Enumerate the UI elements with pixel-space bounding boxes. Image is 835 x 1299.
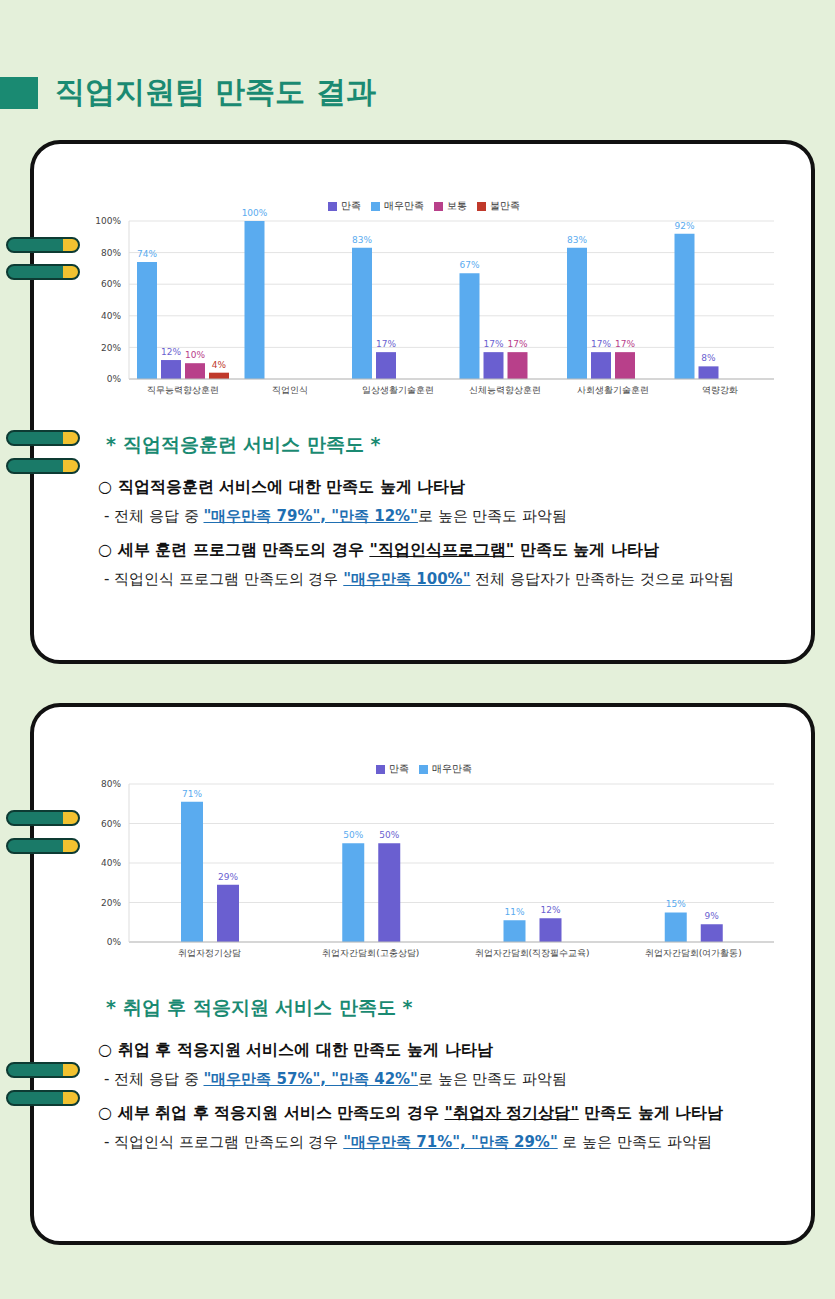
svg-text:4%: 4% xyxy=(212,360,227,370)
svg-text:취업자정기상담: 취업자정기상담 xyxy=(178,948,241,958)
svg-text:직무능력향상훈련: 직무능력향상훈련 xyxy=(147,385,219,395)
svg-text:12%: 12% xyxy=(161,347,181,357)
svg-text:92%: 92% xyxy=(674,221,694,231)
svg-text:20%: 20% xyxy=(101,343,121,353)
svg-text:0%: 0% xyxy=(107,937,122,947)
svg-text:67%: 67% xyxy=(459,260,479,270)
svg-text:100%: 100% xyxy=(242,208,268,218)
html-text:* 취업 후 적응지원 서비스 만족도 *: * 취업 후 적응지원 서비스 만족도 * xyxy=(106,996,413,1018)
svg-text:60%: 60% xyxy=(101,279,121,289)
svg-text:15%: 15% xyxy=(666,899,686,909)
svg-text:역량강화: 역량강화 xyxy=(702,385,738,395)
html-text:- 직업인식 프로그램 만족도의 경우"매우만족 100%": - 직업인식 프로그램 만족도의 경우"매우만족 100%"전체 응답자가 만족… xyxy=(104,570,735,588)
svg-text:71%: 71% xyxy=(182,789,202,799)
svg-text:취업자간담회(고충상담): 취업자간담회(고충상담) xyxy=(322,948,419,958)
svg-text:40%: 40% xyxy=(101,311,121,321)
html-text:* 직업적응훈련 서비스 만족도 *: * 직업적응훈련 서비스 만족도 * xyxy=(106,433,381,455)
svg-text:83%: 83% xyxy=(567,235,587,245)
svg-text:취업자간담회(여가활동): 취업자간담회(여가활동) xyxy=(645,948,742,958)
html-text:매우만족: 매우만족 xyxy=(432,763,472,774)
html-text:- 전체 응답 중"매우만족 57%", "만족 42%"로: - 전체 응답 중"매우만족 57%", "만족 42%"로 높은 만족도 파악… xyxy=(104,1070,568,1088)
svg-text:17%: 17% xyxy=(507,339,527,349)
svg-text:직업인식: 직업인식 xyxy=(272,385,308,395)
svg-text:10%: 10% xyxy=(185,350,205,360)
svg-text:17%: 17% xyxy=(615,339,635,349)
html-text:만족: 만족 xyxy=(389,763,409,774)
html-text:- 직업인식 프로그램 만족도의 경우"매우만족 71%",: - 직업인식 프로그램 만족도의 경우"매우만족 71%", "만족 29%"로… xyxy=(104,1133,712,1151)
html-text:만족: 만족 xyxy=(341,200,361,211)
html-text:- 전체 응답 중"매우만족 79%", "만족 12%"로: - 전체 응답 중"매우만족 79%", "만족 12%"로 높은 만족도 파악… xyxy=(104,507,568,525)
svg-text:신체능력향상훈련: 신체능력향상훈련 xyxy=(469,385,541,395)
svg-text:17%: 17% xyxy=(376,339,396,349)
html-text:○ 세부 취업 후 적응지원 서비스 만족도의 경우"취업자: ○ 세부 취업 후 적응지원 서비스 만족도의 경우"취업자 정기상담"만족도 … xyxy=(98,1103,724,1122)
html-text:○ 취업 후 적응지원 서비스에 대한 만족도 높게 나타남: ○ 취업 후 적응지원 서비스에 대한 만족도 높게 나타남 xyxy=(98,1040,493,1059)
svg-text:17%: 17% xyxy=(483,339,503,349)
svg-text:100%: 100% xyxy=(95,216,121,226)
html-text:보통: 보통 xyxy=(447,200,467,211)
svg-text:사회생활기술훈련: 사회생활기술훈련 xyxy=(577,385,649,395)
html-text:○ 직업적응훈련 서비스에 대한 만족도 높게 나타남: ○ 직업적응훈련 서비스에 대한 만족도 높게 나타남 xyxy=(98,477,466,496)
svg-text:29%: 29% xyxy=(218,872,238,882)
svg-text:11%: 11% xyxy=(504,907,524,917)
svg-text:9%: 9% xyxy=(705,911,720,921)
html-text:매우만족: 매우만족 xyxy=(384,200,424,211)
svg-text:17%: 17% xyxy=(591,339,611,349)
svg-text:80%: 80% xyxy=(101,248,121,258)
svg-text:20%: 20% xyxy=(101,898,121,908)
svg-text:일상생활기술훈련: 일상생활기술훈련 xyxy=(362,385,434,395)
svg-text:80%: 80% xyxy=(101,779,121,789)
svg-text:50%: 50% xyxy=(379,830,399,840)
html-text:직업지원팀 만족도 결과: 직업지원팀 만족도 결과 xyxy=(55,74,376,109)
svg-text:12%: 12% xyxy=(540,905,560,915)
svg-text:0%: 0% xyxy=(107,374,122,384)
html-text:○ 세부 훈련 프로그램 만족도의 경우"직업인식프로그램": ○ 세부 훈련 프로그램 만족도의 경우"직업인식프로그램"만족도 높게 나타남 xyxy=(98,540,659,559)
svg-text:60%: 60% xyxy=(101,819,121,829)
svg-text:50%: 50% xyxy=(343,830,363,840)
svg-text:83%: 83% xyxy=(352,235,372,245)
svg-text:8%: 8% xyxy=(701,353,716,363)
html-text:불만족: 불만족 xyxy=(490,200,520,211)
svg-text:취업자간담회(직장필수교육): 취업자간담회(직장필수교육) xyxy=(475,948,590,958)
svg-text:74%: 74% xyxy=(137,249,157,259)
svg-text:40%: 40% xyxy=(101,858,121,868)
